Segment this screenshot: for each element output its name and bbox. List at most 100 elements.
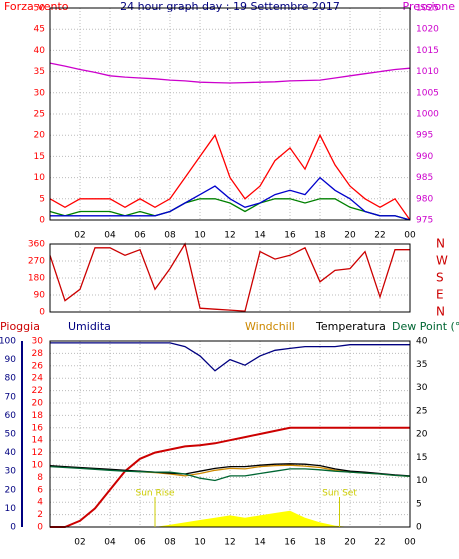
y-tick-label: 10 xyxy=(34,173,46,183)
x-tick-label: 10 xyxy=(194,231,206,241)
y2-tick-label: 975 xyxy=(416,216,433,226)
y-tick-label: 40 xyxy=(34,46,46,56)
y3-tick-label: 8 xyxy=(37,473,43,483)
x-tick-label: 16 xyxy=(284,231,296,241)
x-tick-label: 12 xyxy=(224,538,235,548)
legend-label: Umidita xyxy=(68,320,111,333)
plot-frame xyxy=(49,340,411,528)
x-tick-label: 04 xyxy=(104,231,116,241)
y2-tick-label: 10 xyxy=(416,476,428,486)
x-tick-label: 20 xyxy=(344,538,356,548)
y-tick-label: 100 xyxy=(0,337,16,347)
x-tick-label: 14 xyxy=(254,231,266,241)
series-line xyxy=(50,426,410,528)
y2-tick-label: S xyxy=(436,271,444,285)
series-line xyxy=(49,242,410,312)
y2-tick-label: 1020 xyxy=(416,25,439,35)
y3-tick-label: 22 xyxy=(32,386,43,396)
y3-tick-label: 24 xyxy=(32,374,44,384)
y-tick-label: 30 xyxy=(34,88,46,98)
series-line xyxy=(50,342,410,372)
y-tick-label: 0 xyxy=(10,523,16,533)
y2-tick-label: W xyxy=(436,254,448,268)
y-tick-label: 20 xyxy=(5,485,17,495)
y2-tick-label: N xyxy=(436,237,445,251)
x-tick-label: 14 xyxy=(254,538,266,548)
x-tick-label: 08 xyxy=(164,231,176,241)
y-tick-label: 80 xyxy=(5,374,17,384)
y3-tick-label: 30 xyxy=(32,337,44,347)
x-tick-label: 02 xyxy=(74,538,85,548)
y-tick-label: 0 xyxy=(39,308,45,318)
y3-tick-label: 26 xyxy=(32,361,44,371)
y2-tick-label: 5 xyxy=(416,499,422,509)
series-line xyxy=(49,62,411,84)
y3-tick-label: 28 xyxy=(32,349,44,359)
y3-tick-label: 2 xyxy=(37,510,43,520)
y2-tick-label: 1000 xyxy=(416,110,439,120)
y3-tick-label: 18 xyxy=(32,411,44,421)
y2-tick-label: 1010 xyxy=(416,67,439,77)
x-tick-label: 16 xyxy=(284,538,296,548)
y2-tick-label: 985 xyxy=(416,173,433,183)
y2-tick-label: 15 xyxy=(416,453,427,463)
x-tick-label: 06 xyxy=(134,231,146,241)
series-area xyxy=(50,510,410,527)
legend-label: Dew Point (°C xyxy=(392,320,459,333)
y3-tick-label: 0 xyxy=(37,523,43,533)
y3-tick-label: 16 xyxy=(32,423,44,433)
x-tick-label: 00 xyxy=(404,538,416,548)
y2-tick-label: 995 xyxy=(416,131,433,141)
y-tick-label: 0 xyxy=(39,216,45,226)
y3-tick-label: 4 xyxy=(37,498,43,508)
x-tick-label: 22 xyxy=(374,231,385,241)
y2-tick-label: 990 xyxy=(416,152,433,162)
y-tick-label: 30 xyxy=(5,467,17,477)
y-tick-label: 360 xyxy=(28,240,45,250)
x-tick-label: 08 xyxy=(164,538,176,548)
legend-label: Windchill xyxy=(245,320,295,333)
y3-tick-label: 10 xyxy=(32,461,44,471)
y2-tick-label: 35 xyxy=(416,360,427,370)
x-tick-label: 18 xyxy=(314,538,326,548)
y2-tick-label: 1025 xyxy=(416,4,439,14)
y-tick-label: 90 xyxy=(5,355,17,365)
y-tick-label: 10 xyxy=(5,504,17,514)
y-tick-label: 45 xyxy=(34,25,45,35)
y2-tick-label: 40 xyxy=(416,337,428,347)
y2-tick-label: 0 xyxy=(416,523,422,533)
x-tick-label: 04 xyxy=(104,538,116,548)
y-tick-label: 180 xyxy=(28,274,45,284)
series-line xyxy=(49,463,411,477)
y3-tick-label: 12 xyxy=(32,448,43,458)
y3-tick-label: 6 xyxy=(37,485,43,495)
y-tick-label: 35 xyxy=(34,67,45,77)
y-tick-label: 25 xyxy=(34,110,45,120)
annotation: Sun Set xyxy=(322,489,357,499)
y3-tick-label: 14 xyxy=(32,436,44,446)
series-line xyxy=(50,176,411,221)
y-axis-label: Forza vento xyxy=(4,0,69,13)
x-tick-label: 12 xyxy=(224,231,235,241)
chart-title: 24 hour graph day : 19 Settembre 2017 xyxy=(120,0,340,13)
y3-tick-label: 20 xyxy=(32,399,44,409)
x-tick-label: 00 xyxy=(404,231,416,241)
x-tick-label: 18 xyxy=(314,231,326,241)
series-line xyxy=(49,465,411,482)
y-tick-label: 270 xyxy=(28,257,45,267)
y-tick-label: 5 xyxy=(39,194,45,204)
y-tick-label: 15 xyxy=(34,152,45,162)
y-tick-label: 70 xyxy=(5,392,17,402)
y2-tick-label: 20 xyxy=(416,430,428,440)
plot-frame xyxy=(49,243,411,313)
y2-axis-label: Pressione xyxy=(403,0,456,13)
y-tick-label: 40 xyxy=(5,448,17,458)
annotation: Sun Rise xyxy=(136,489,175,499)
y2-tick-label: 1015 xyxy=(416,46,439,56)
x-tick-label: 06 xyxy=(134,538,146,548)
x-tick-label: 20 xyxy=(344,231,356,241)
y-tick-label: 50 xyxy=(34,4,46,14)
x-tick-label: 10 xyxy=(194,538,206,548)
y2-tick-label: 980 xyxy=(416,194,433,204)
